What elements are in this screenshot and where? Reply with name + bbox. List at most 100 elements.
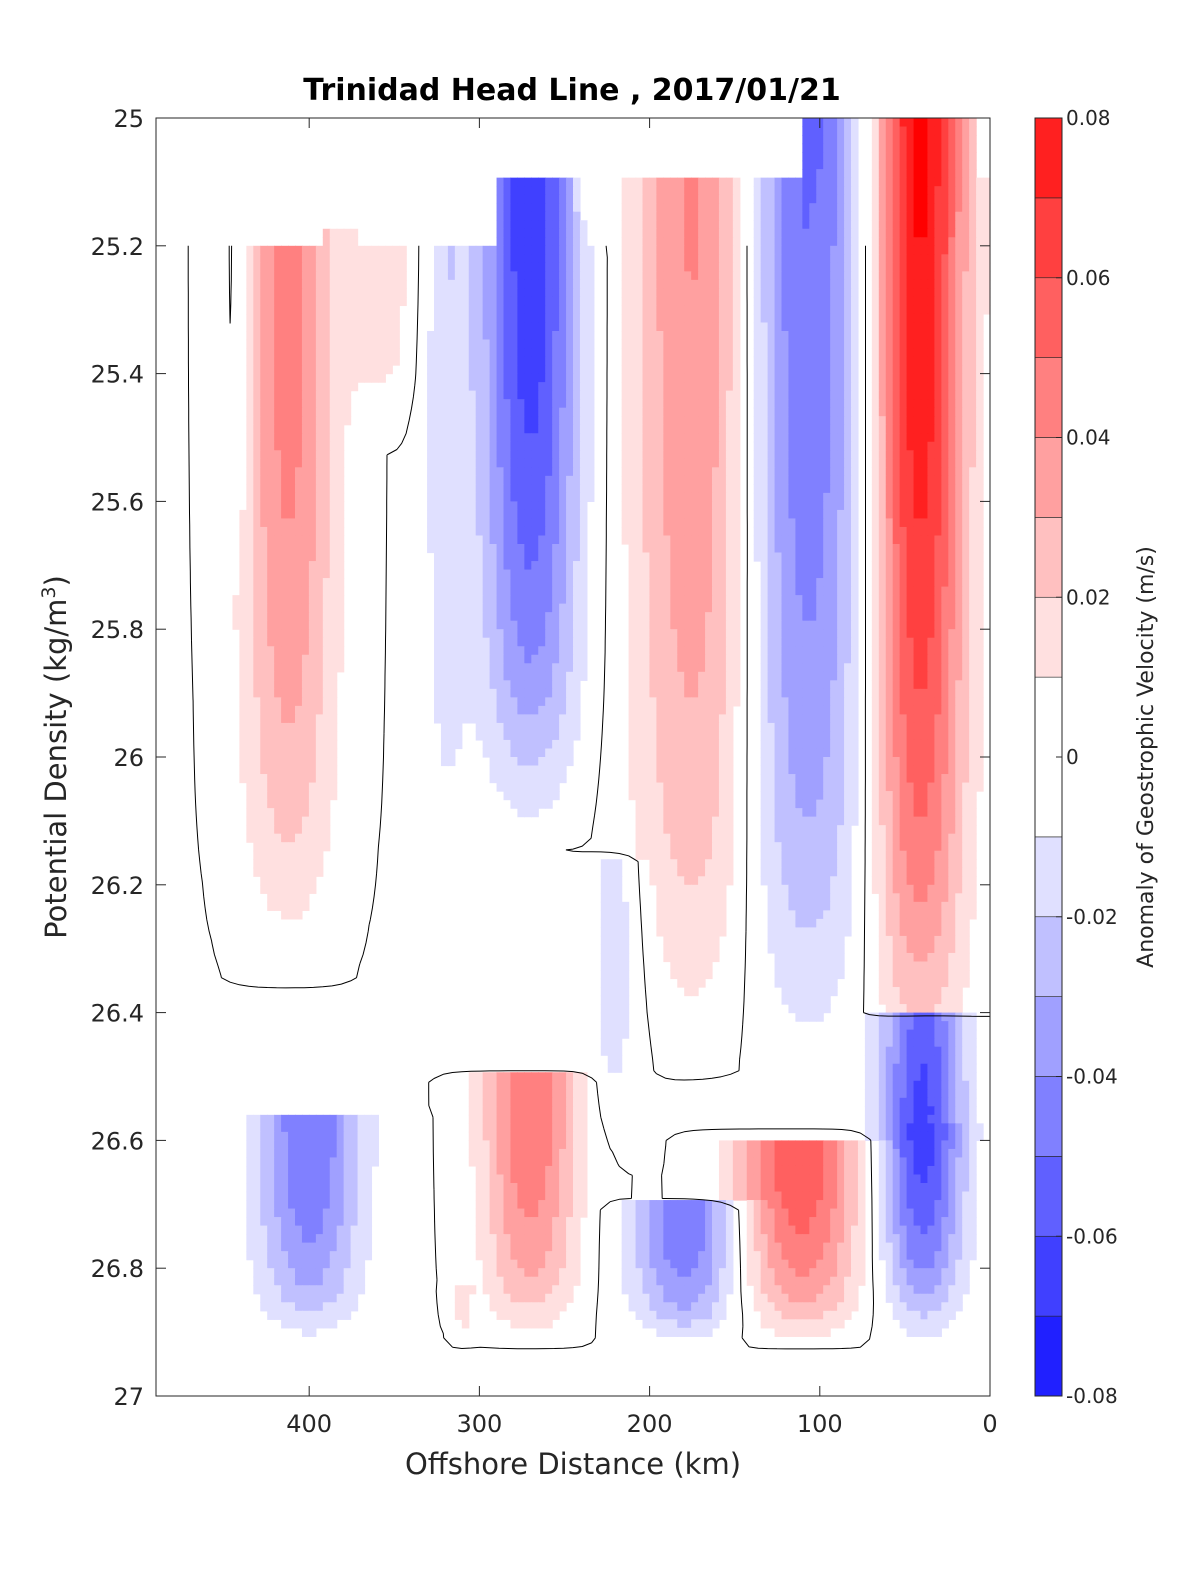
contour-cell [468,535,477,545]
contour-cell [677,186,685,196]
contour-cell [434,450,442,460]
contour-cell [955,152,963,162]
contour-cell [253,569,261,579]
contour-cell [732,654,741,664]
contour-cell [927,509,935,520]
contour-cell [837,331,845,341]
contour-cell [781,535,790,545]
contour-cell [941,288,949,298]
contour-cell [795,271,803,281]
contour-cell [281,595,289,605]
contour-cell [663,586,671,596]
contour-cell [698,603,706,613]
contour-cell [552,637,560,647]
contour-cell [781,245,790,255]
contour-cell [301,569,310,579]
contour-cell [656,382,664,392]
contour-cell [503,296,512,307]
contour-cell [809,288,817,298]
contour-cell [934,526,942,537]
contour-cell [837,612,845,622]
contour-cell [788,416,796,426]
contour-cell [621,194,630,204]
contour-cell [969,305,977,315]
contour-cell [962,126,970,136]
contour-cell [802,433,810,443]
contour-cell [468,407,477,417]
contour-cell [913,475,922,485]
contour-cell [885,382,894,392]
contour-cell [899,441,908,451]
contour-cell [684,433,692,443]
contour-cell [712,561,720,571]
contour-cell [851,501,859,511]
contour-cell [267,433,275,443]
contour-cell [573,467,581,477]
contour-cell [809,177,817,187]
contour-cell [461,620,470,630]
contour-cell [343,382,352,392]
contour-cell [642,509,651,520]
contour-cell [336,595,345,605]
contour-cell [281,399,289,409]
contour-cell [837,416,845,426]
contour-cell [545,399,553,409]
contour-cell [635,203,644,213]
contour-cell [774,365,783,375]
contour-cell [274,595,282,605]
contour-cell [482,492,491,502]
contour-cell [489,305,498,315]
contour-cell [934,637,942,647]
contour-cell [934,484,942,494]
contour-cell [913,569,922,579]
contour-cell [260,373,268,383]
contour-cell [628,561,637,571]
contour-cell [531,475,539,485]
contour-cell [976,518,984,528]
contour-cell [969,586,977,596]
contour-cell [753,509,762,520]
contour-cell [927,450,935,460]
contour-cell [781,484,790,494]
contour-cell [976,535,984,545]
contour-cell [434,475,442,485]
contour-cell [816,296,824,307]
contour-cell [329,228,338,238]
contour-cell [913,467,922,477]
contour-cell [781,433,790,443]
contour-cell [253,245,261,255]
contour-cell [440,348,449,358]
contour-cell [767,211,776,221]
contour-cell [962,322,970,332]
contour-cell [871,569,880,579]
contour-cell [440,629,449,639]
contour-cell [955,382,963,392]
contour-cell [969,373,977,383]
contour-cell [767,296,776,307]
contour-cell [559,399,567,409]
contour-cell [691,262,699,272]
contour-cell [447,501,456,511]
contour-cell [454,441,463,451]
contour-cell [830,637,838,647]
contour-cell [976,220,984,230]
contour-cell [288,484,296,494]
contour-cell [732,373,741,383]
contour-cell [253,518,261,528]
contour-cell [649,313,657,324]
contour-cell [774,356,783,366]
contour-cell [308,356,317,366]
contour-cell [941,509,949,520]
contour-cell [927,220,935,230]
contour-cell [392,356,400,366]
contour-cell [830,339,838,349]
contour-cell [545,186,553,196]
contour-cell [454,339,463,349]
contour-cell [343,331,352,341]
contour-cell [837,501,845,511]
contour-cell [343,313,352,324]
contour-cell [684,603,692,613]
contour-cell [948,373,956,383]
contour-cell [246,322,254,332]
contour-cell [336,509,345,520]
